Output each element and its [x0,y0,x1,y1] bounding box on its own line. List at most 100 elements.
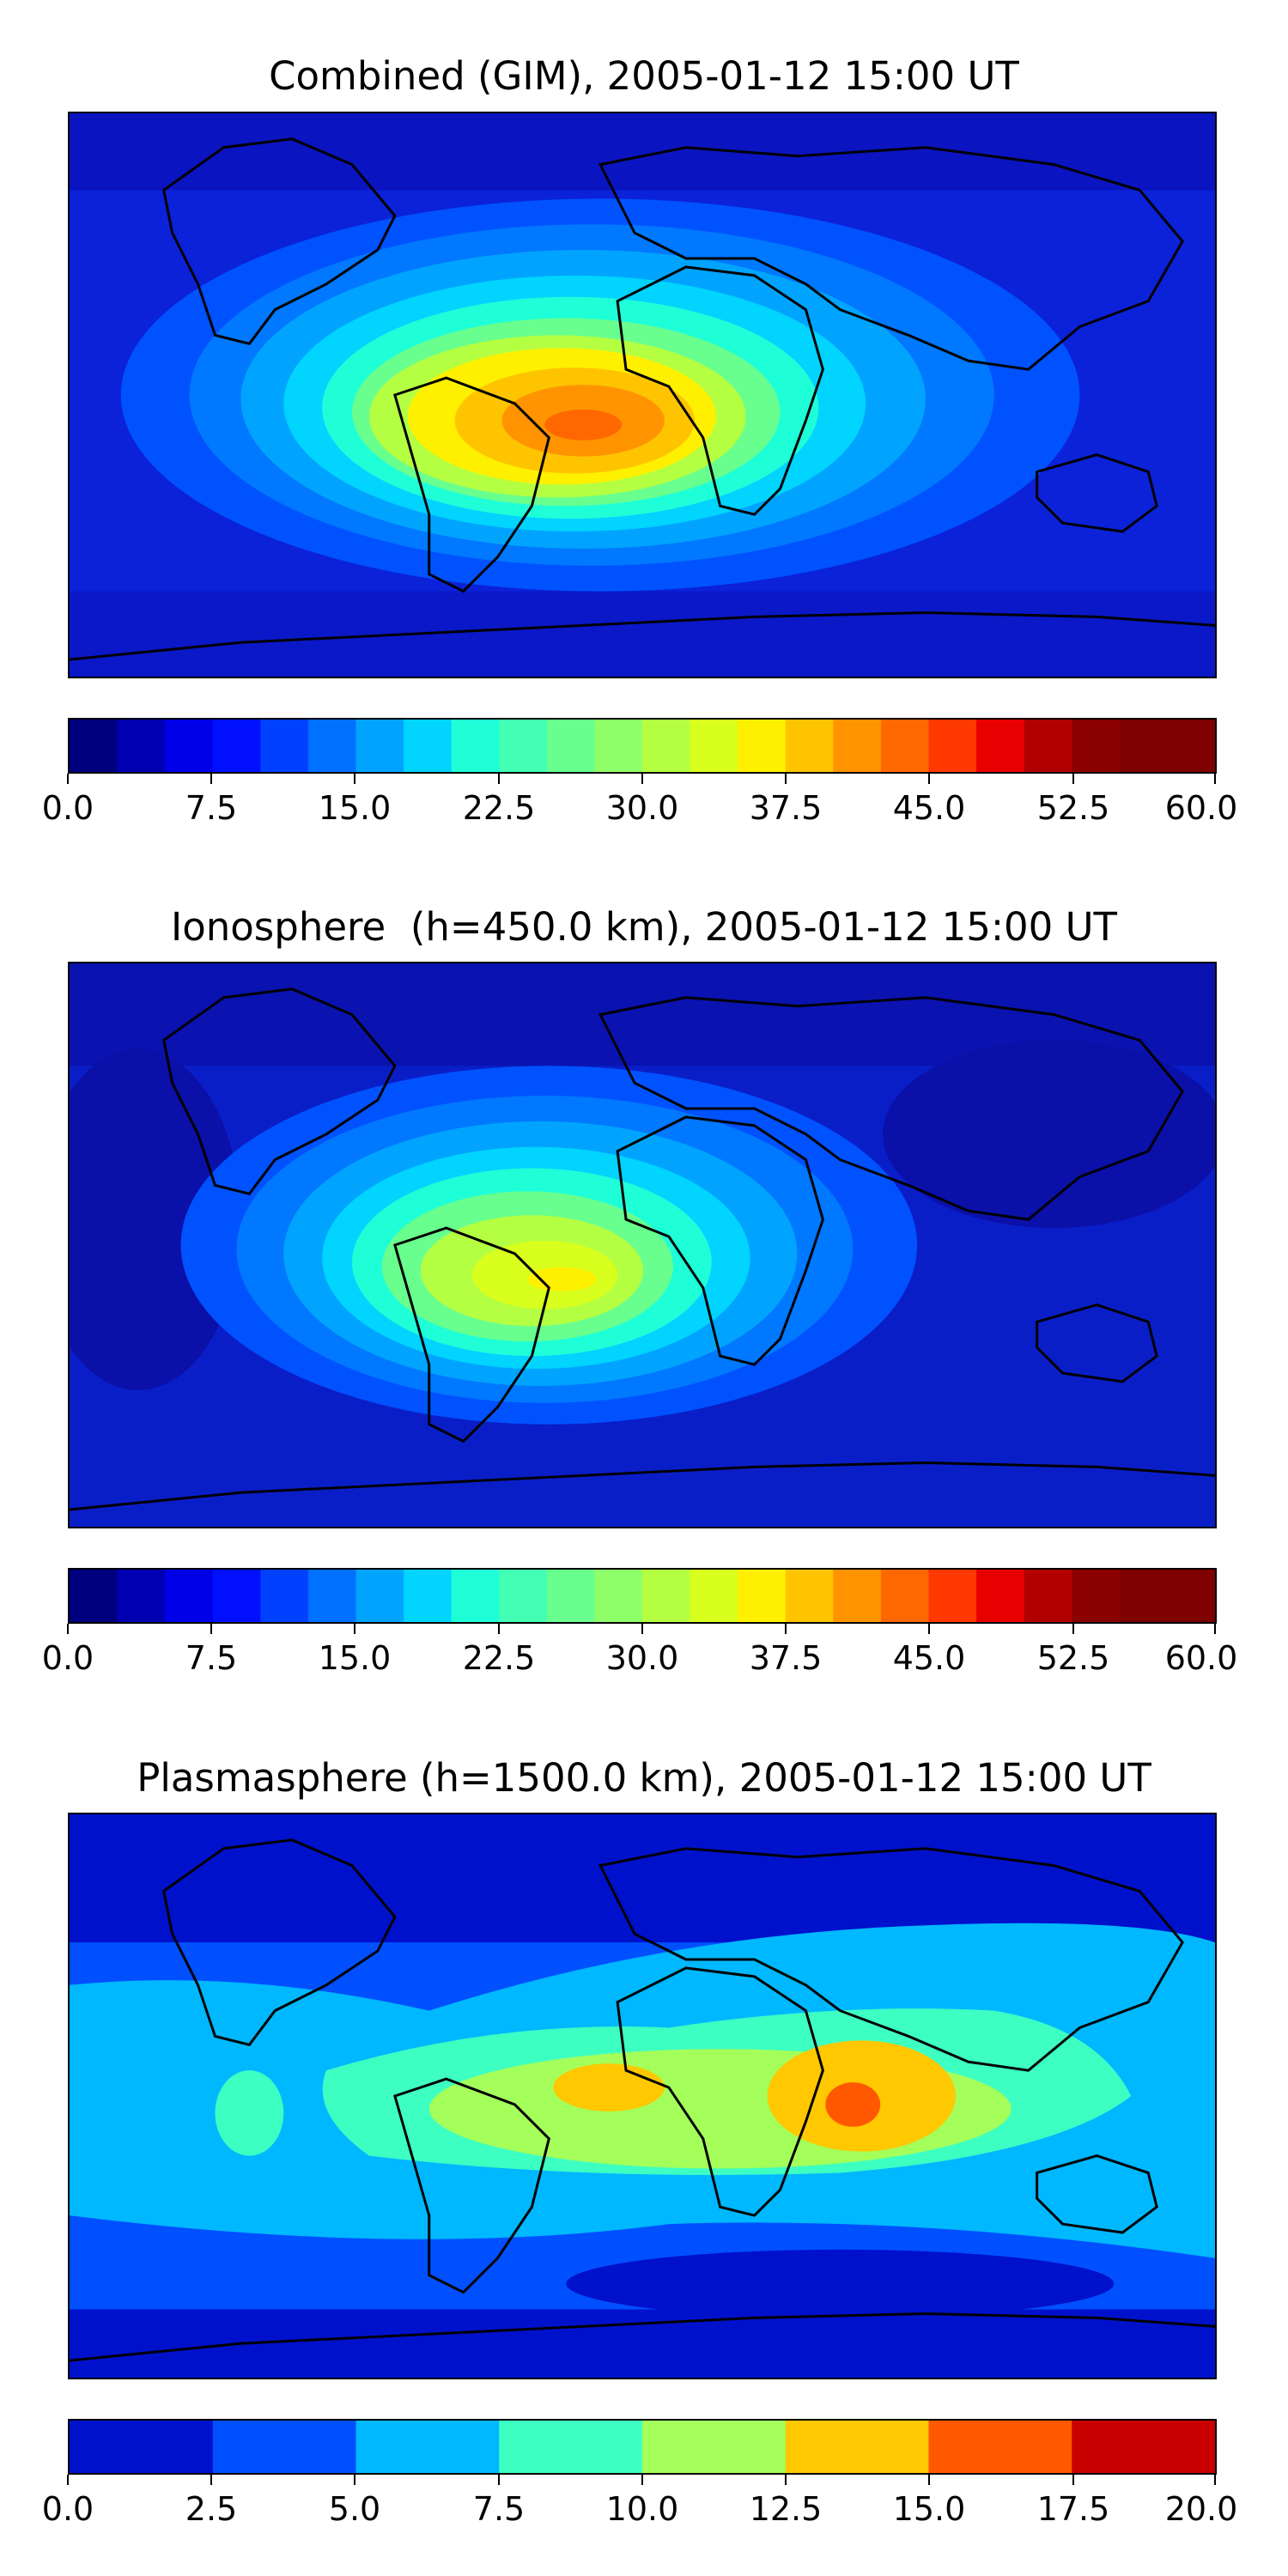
colorbar-tick-label: 30.0 [605,1639,679,1677]
ionosphere-colorbar [68,1568,1217,1624]
colorbar-tick-label: 60.0 [1164,789,1238,827]
colorbar-level-swatch [785,1570,834,1622]
colorbar-tick [1214,1624,1216,1634]
colorbar-level-swatch [355,720,404,772]
colorbar-level-swatch [165,720,214,772]
colorbar-tick [210,2475,212,2485]
colorbar-level-swatch [690,1570,738,1622]
colorbar-level-swatch [976,1570,1025,1622]
colorbar-level-swatch [70,720,118,772]
colorbar-tick [1214,774,1216,784]
colorbar-tick-label: 15.0 [318,789,392,827]
colorbar-level-swatch [307,720,357,772]
colorbar-tick [641,2475,643,2485]
colorbar-level-swatch [1024,720,1072,772]
colorbar-tick [67,2475,69,2485]
colorbar-level-swatch [212,720,261,772]
colorbar-tick-label: 7.5 [472,2490,526,2528]
tec-contour-band [544,409,623,440]
colorbar-tick [498,1624,500,1634]
colorbar-level-swatch [212,1570,261,1622]
colorbar-level-swatch [1072,2421,1215,2473]
combined-colorbar-ticks: 0.0 7.5 15.0 22.5 30.0 37.5 45.0 52.5 60… [42,774,1237,827]
colorbar-level-swatch [594,720,643,772]
colorbar-tick-label: 52.5 [1036,1639,1110,1677]
colorbar-tick [1214,2475,1216,2485]
colorbar-tick [1072,774,1074,784]
combined-colorbar [68,718,1217,774]
tec-contour-band-west [215,2070,284,2156]
low-region-south [566,2249,1115,2318]
colorbar-tick-label: 7.5 [185,1639,238,1677]
colorbar-tick [67,774,69,784]
colorbar-level-swatch [70,1570,118,1622]
colorbar-tick-label: 15.0 [318,1639,392,1677]
colorbar-tick-label: 0.0 [41,789,94,827]
colorbar-level-swatch [738,720,787,772]
colorbar-level-swatch [451,1570,500,1622]
colorbar-tick [354,2475,355,2485]
plasmasphere-colorbar [68,2419,1217,2475]
colorbar-tick [210,1624,212,1634]
colorbar-level-swatch [355,2421,500,2473]
colorbar-tick [928,1624,930,1634]
colorbar-tick [928,774,930,784]
colorbar-tick [210,774,212,784]
colorbar-tick-label: 37.5 [749,789,823,827]
colorbar-tick [641,1624,643,1634]
colorbar-tick [928,2475,930,2485]
colorbar-level-swatch [642,720,691,772]
colorbar-level-swatch [880,720,930,772]
polar-low-north [70,1814,1215,1943]
colorbar-level-swatch [546,720,596,772]
colorbar-tick-label: 37.5 [749,1639,823,1677]
colorbar-tick-label: 2.5 [185,2490,238,2528]
colorbar-level-swatch [928,1570,977,1622]
colorbar-tick-label: 15.0 [892,2490,966,2528]
colorbar-tick [641,774,643,784]
colorbar-tick [67,1624,69,1634]
colorbar-tick-label: 45.0 [892,789,966,827]
colorbar-tick-label: 60.0 [1164,1639,1238,1677]
colorbar-level-swatch [499,1570,548,1622]
colorbar-tick-label: 45.0 [892,1639,966,1677]
colorbar-level-swatch [546,1570,596,1622]
colorbar-level-swatch [833,720,882,772]
ionosphere-title: Ionosphere (h=450.0 km), 2005-01-12 15:0… [170,904,1118,950]
colorbar-level-swatch [212,2421,357,2473]
colorbar-level-swatch [928,2421,1072,2473]
colorbar-level-swatch [117,720,166,772]
colorbar-level-swatch [1119,720,1169,772]
colorbar-level-swatch [690,720,738,772]
colorbar-level-swatch [117,1570,166,1622]
colorbar-level-swatch [355,1570,404,1622]
colorbar-tick [498,2475,500,2485]
colorbar-level-swatch [260,720,309,772]
colorbar-level-swatch [499,2421,643,2473]
colorbar-level-swatch [451,720,500,772]
colorbar-tick [1072,2475,1074,2485]
colorbar-tick [354,774,355,784]
colorbar-tick-label: 22.5 [462,789,536,827]
colorbar-level-swatch [260,1570,309,1622]
colorbar-level-swatch [404,720,453,772]
colorbar-level-swatch [880,1570,930,1622]
colorbar-tick-label: 30.0 [605,789,679,827]
colorbar-tick [785,2475,787,2485]
colorbar-level-swatch [976,720,1025,772]
colorbar-level-swatch [785,720,834,772]
colorbar-level-swatch [594,1570,643,1622]
colorbar-tick-label: 0.0 [41,2490,94,2528]
coastlines [70,1838,1215,2362]
colorbar-level-swatch [1119,1570,1169,1622]
colorbar-level-swatch [928,720,977,772]
colorbar-level-swatch [1072,720,1121,772]
plasmasphere-colorbar-ticks: 0.0 2.5 5.0 7.5 10.0 12.5 15.0 17.5 20.0 [42,2475,1237,2528]
low-region-east [883,1040,1215,1229]
combined-tec-map [68,112,1217,678]
colorbar-tick-label: 12.5 [749,2490,823,2528]
coastlines [70,137,1215,661]
ionosphere-tec-map [68,962,1217,1528]
colorbar-level-swatch [165,1570,214,1622]
polar-low-south [70,591,1215,677]
